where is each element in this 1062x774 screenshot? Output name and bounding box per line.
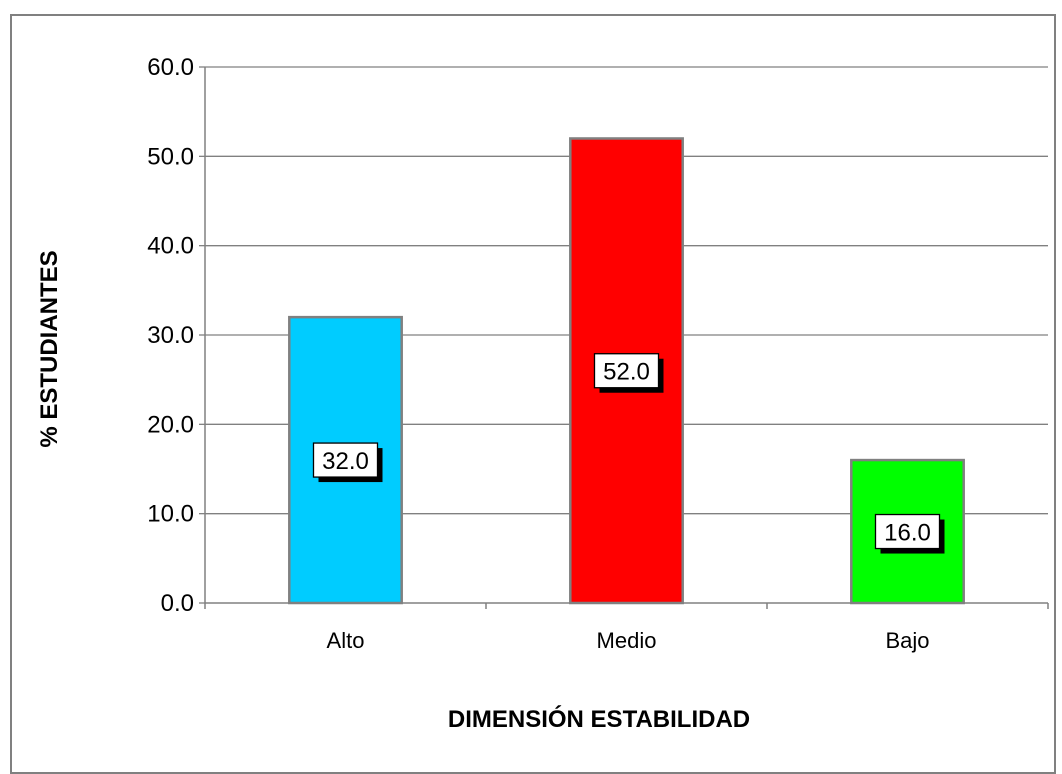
axes	[204, 67, 1049, 609]
y-tick-label: 60.0	[147, 54, 194, 81]
y-tick-label: 20.0	[147, 411, 194, 438]
data-label-text: 16.0	[884, 520, 931, 547]
y-tick-label: 30.0	[147, 322, 194, 349]
data-label-box	[593, 353, 660, 389]
x-axis-categories: Alto Medio Bajo	[327, 628, 930, 653]
data-label-text: 52.0	[603, 359, 650, 386]
x-category-label: Alto	[327, 628, 365, 653]
data-label-box	[874, 513, 941, 550]
chart-frame	[10, 14, 1056, 774]
data-label: 32.0	[312, 442, 383, 483]
x-axis-title: DIMENSIÓN ESTABILIDAD	[448, 705, 750, 733]
x-category-label: Bajo	[885, 628, 929, 653]
x-category-label: Medio	[597, 628, 657, 653]
data-label-text: 32.0	[322, 448, 369, 475]
bar-chart: 0.0 10.0 20.0 30.0 40.0 50.0 60.0 Alto Medio Baj…	[36, 54, 1049, 733]
y-axis-title: % ESTUDIANTES	[36, 250, 63, 447]
y-tick-label: 10.0	[147, 501, 194, 528]
data-label-box	[312, 442, 379, 478]
y-tick-label: 40.0	[147, 233, 194, 260]
data-label: 16.0	[874, 513, 945, 554]
data-label: 52.0	[593, 353, 664, 393]
y-tick-label: 0.0	[161, 590, 194, 617]
y-axis-ticks: 0.0 10.0 20.0 30.0 40.0 50.0 60.0	[147, 54, 205, 617]
data-labels: 32.0 52.0 16.0	[312, 353, 945, 554]
y-tick-label: 50.0	[147, 143, 194, 170]
